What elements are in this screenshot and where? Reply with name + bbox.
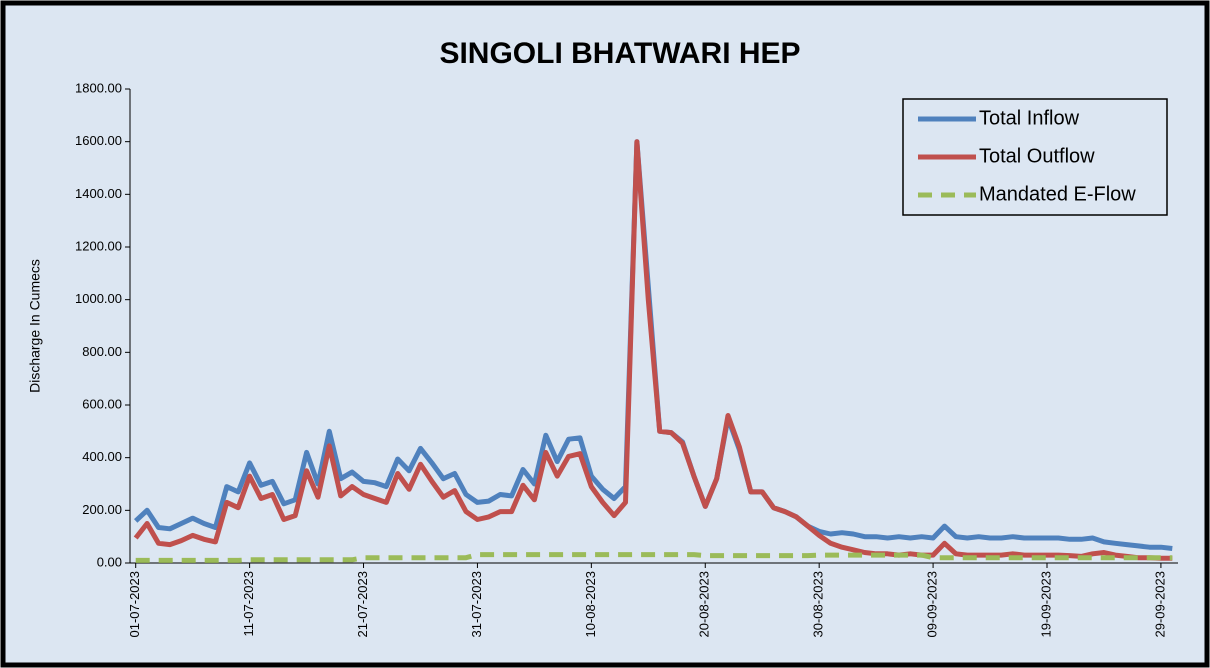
y-axis-label: Discharge In Cumecs (27, 259, 43, 393)
x-tick-label: 30-08-2023 (811, 571, 826, 638)
y-tick-label: 600.00 (82, 396, 122, 411)
x-tick-label: 29-09-2023 (1152, 571, 1167, 638)
y-tick-label: 400.00 (82, 449, 122, 464)
series-line (135, 552, 1173, 563)
y-tick-label: 200.00 (82, 502, 122, 517)
legend-box (902, 98, 1168, 216)
x-tick-label: 11-07-2023 (241, 571, 256, 637)
x-tick-label: 01-07-2023 (127, 571, 142, 638)
x-tick-label: 19-09-2023 (1038, 571, 1053, 638)
legend-label: Total Outflow (979, 145, 1095, 167)
x-tick-label: 10-08-2023 (583, 571, 598, 638)
x-tick-label: 31-07-2023 (469, 571, 484, 638)
legend-label: Mandated E-Flow (979, 183, 1136, 205)
series-line (133, 139, 1173, 561)
y-tick-label: 0.00 (97, 554, 122, 569)
y-tick-label: 1000.00 (75, 291, 122, 306)
x-tick-label: 20-08-2023 (697, 571, 712, 638)
chart-title: SINGOLI BHATWARI HEP (439, 37, 800, 70)
y-tick-label: 1600.00 (75, 133, 122, 148)
y-tick-label: 1400.00 (75, 186, 122, 201)
legend-label: Total Inflow (979, 107, 1080, 129)
y-tick-label: 1800.00 (75, 80, 122, 95)
y-tick-label: 1200.00 (75, 238, 122, 253)
y-tick-label: 800.00 (82, 344, 122, 359)
x-tick-label: 09-09-2023 (925, 571, 940, 638)
x-tick-label: 21-07-2023 (355, 571, 370, 638)
